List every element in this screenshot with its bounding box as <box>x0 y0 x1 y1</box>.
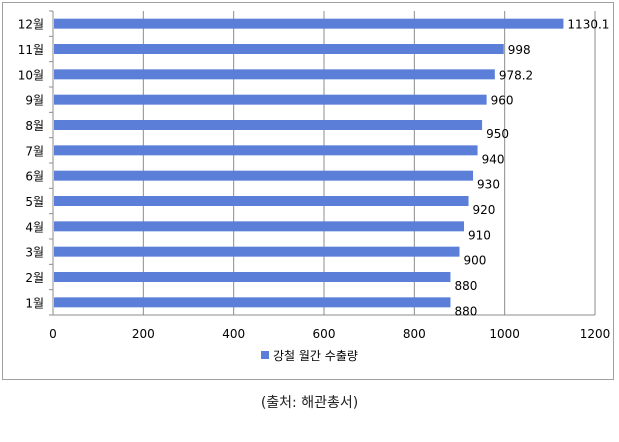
category-label: 12월 <box>18 18 44 32</box>
x-tick-label: 1200 <box>580 327 611 341</box>
data-label: 900 <box>464 254 487 268</box>
bar <box>54 196 469 206</box>
data-label: 880 <box>454 304 477 318</box>
bar <box>54 170 474 181</box>
data-label: 880 <box>454 279 477 293</box>
category-label: 5월 <box>25 195 44 209</box>
category-label: 11월 <box>18 43 44 57</box>
bar-chart: 0 200 400 600 800 1000 1200 1월 880 2월 880 3월 900 4월 91… <box>18 10 611 363</box>
category-label: 6월 <box>25 170 44 184</box>
x-tick-label: 600 <box>313 327 336 341</box>
category-label: 9월 <box>25 94 44 108</box>
category-label: 10월 <box>18 68 44 82</box>
bar <box>54 272 451 282</box>
source-caption: (출처: 해관총서) <box>260 395 359 411</box>
x-tick-label: 400 <box>222 327 245 341</box>
category-label: 2월 <box>25 271 44 285</box>
legend-label: 강철 월간 수출량 <box>273 349 358 363</box>
data-label: 910 <box>468 228 491 242</box>
bar <box>54 145 478 156</box>
bar <box>54 94 487 105</box>
bar <box>54 44 504 54</box>
data-label: 960 <box>491 94 514 108</box>
data-label: 950 <box>486 127 509 141</box>
x-tick-label: 0 <box>49 327 57 341</box>
data-label: 930 <box>477 178 500 192</box>
data-label: 920 <box>473 203 496 217</box>
bar <box>54 221 465 232</box>
category-label: 3월 <box>25 246 44 260</box>
x-tick-label: 800 <box>403 327 426 341</box>
category-label: 8월 <box>25 119 44 133</box>
data-label: 940 <box>482 152 505 166</box>
bar <box>54 18 564 29</box>
x-tick-label: 200 <box>132 327 155 341</box>
bar <box>54 246 460 257</box>
category-label: 4월 <box>25 220 44 234</box>
x-tick-label: 1000 <box>489 327 520 341</box>
category-label: 1월 <box>25 296 44 310</box>
bar <box>54 120 483 130</box>
data-label: 998 <box>508 43 531 57</box>
category-label: 7월 <box>25 144 44 158</box>
legend-swatch <box>261 351 269 359</box>
bar <box>54 297 451 308</box>
bar <box>54 69 495 80</box>
chart-frame: 0 200 400 600 800 1000 1200 1월 880 2월 880 3월 900 4월 91… <box>2 2 614 380</box>
data-label: 978.2 <box>499 68 533 82</box>
data-label: 1130.1 <box>567 18 609 32</box>
